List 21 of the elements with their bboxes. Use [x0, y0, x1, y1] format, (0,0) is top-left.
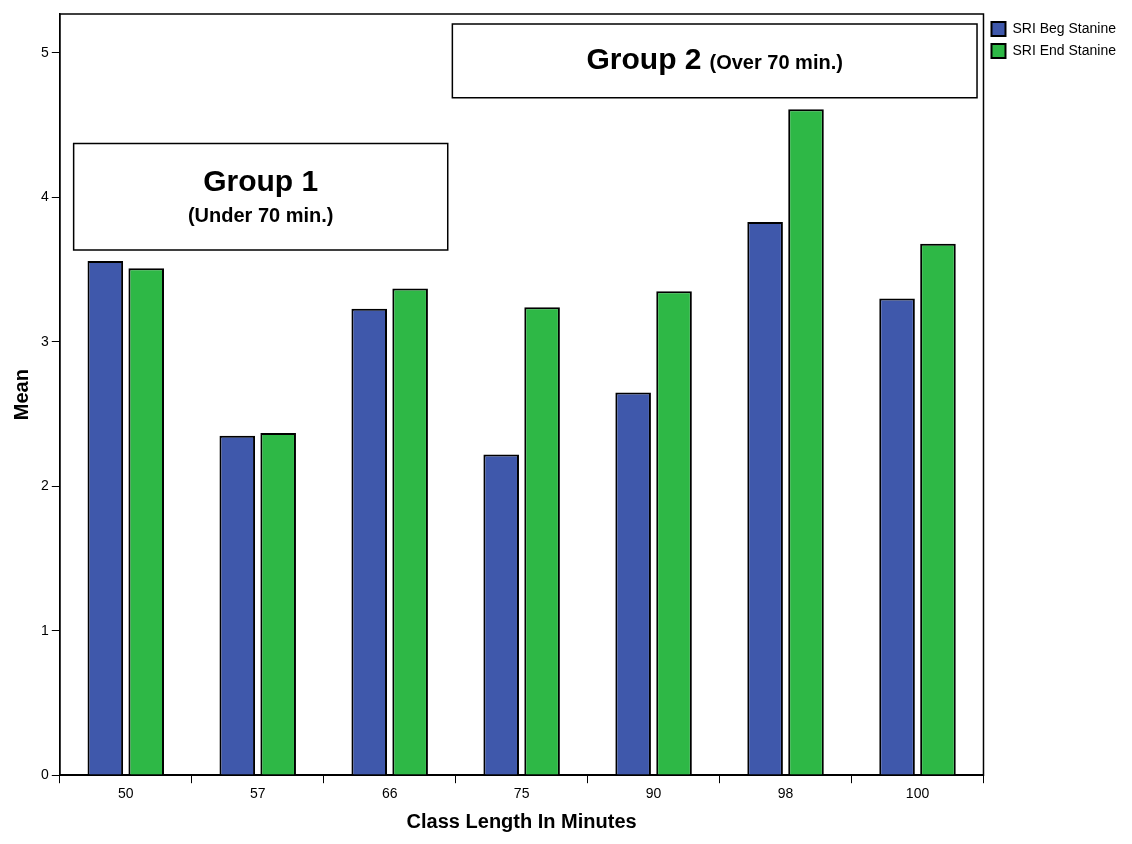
- annotation: (Over 70 min.): [709, 51, 843, 74]
- x-tick-label: 57: [249, 785, 266, 802]
- x-tick-label: 98: [777, 785, 794, 802]
- x-tick-label: 100: [905, 785, 930, 802]
- x-tick-label: 75: [513, 785, 530, 802]
- y-tick-label: 5: [40, 43, 49, 60]
- x-tick-label: 90: [645, 785, 662, 802]
- y-tick-label: 0: [40, 766, 49, 783]
- y-tick-label: 2: [40, 477, 49, 494]
- y-tick-label: 3: [40, 332, 49, 349]
- legend-label: SRI End Stanine: [1012, 41, 1117, 58]
- x-tick-label: 66: [381, 785, 398, 802]
- x-tick-label: 50: [117, 785, 134, 802]
- legend-label: SRI Beg Stanine: [1012, 19, 1117, 36]
- y-tick-label: 4: [40, 188, 49, 205]
- annotation: Group 2: [586, 42, 702, 76]
- y-axis-title: Mean: [9, 369, 32, 421]
- annotation: (Under 70 min.): [187, 204, 334, 227]
- y-tick-label: 1: [40, 621, 49, 638]
- annotation: Group 1: [203, 163, 319, 197]
- x-axis-title: Class Length In Minutes: [406, 809, 637, 832]
